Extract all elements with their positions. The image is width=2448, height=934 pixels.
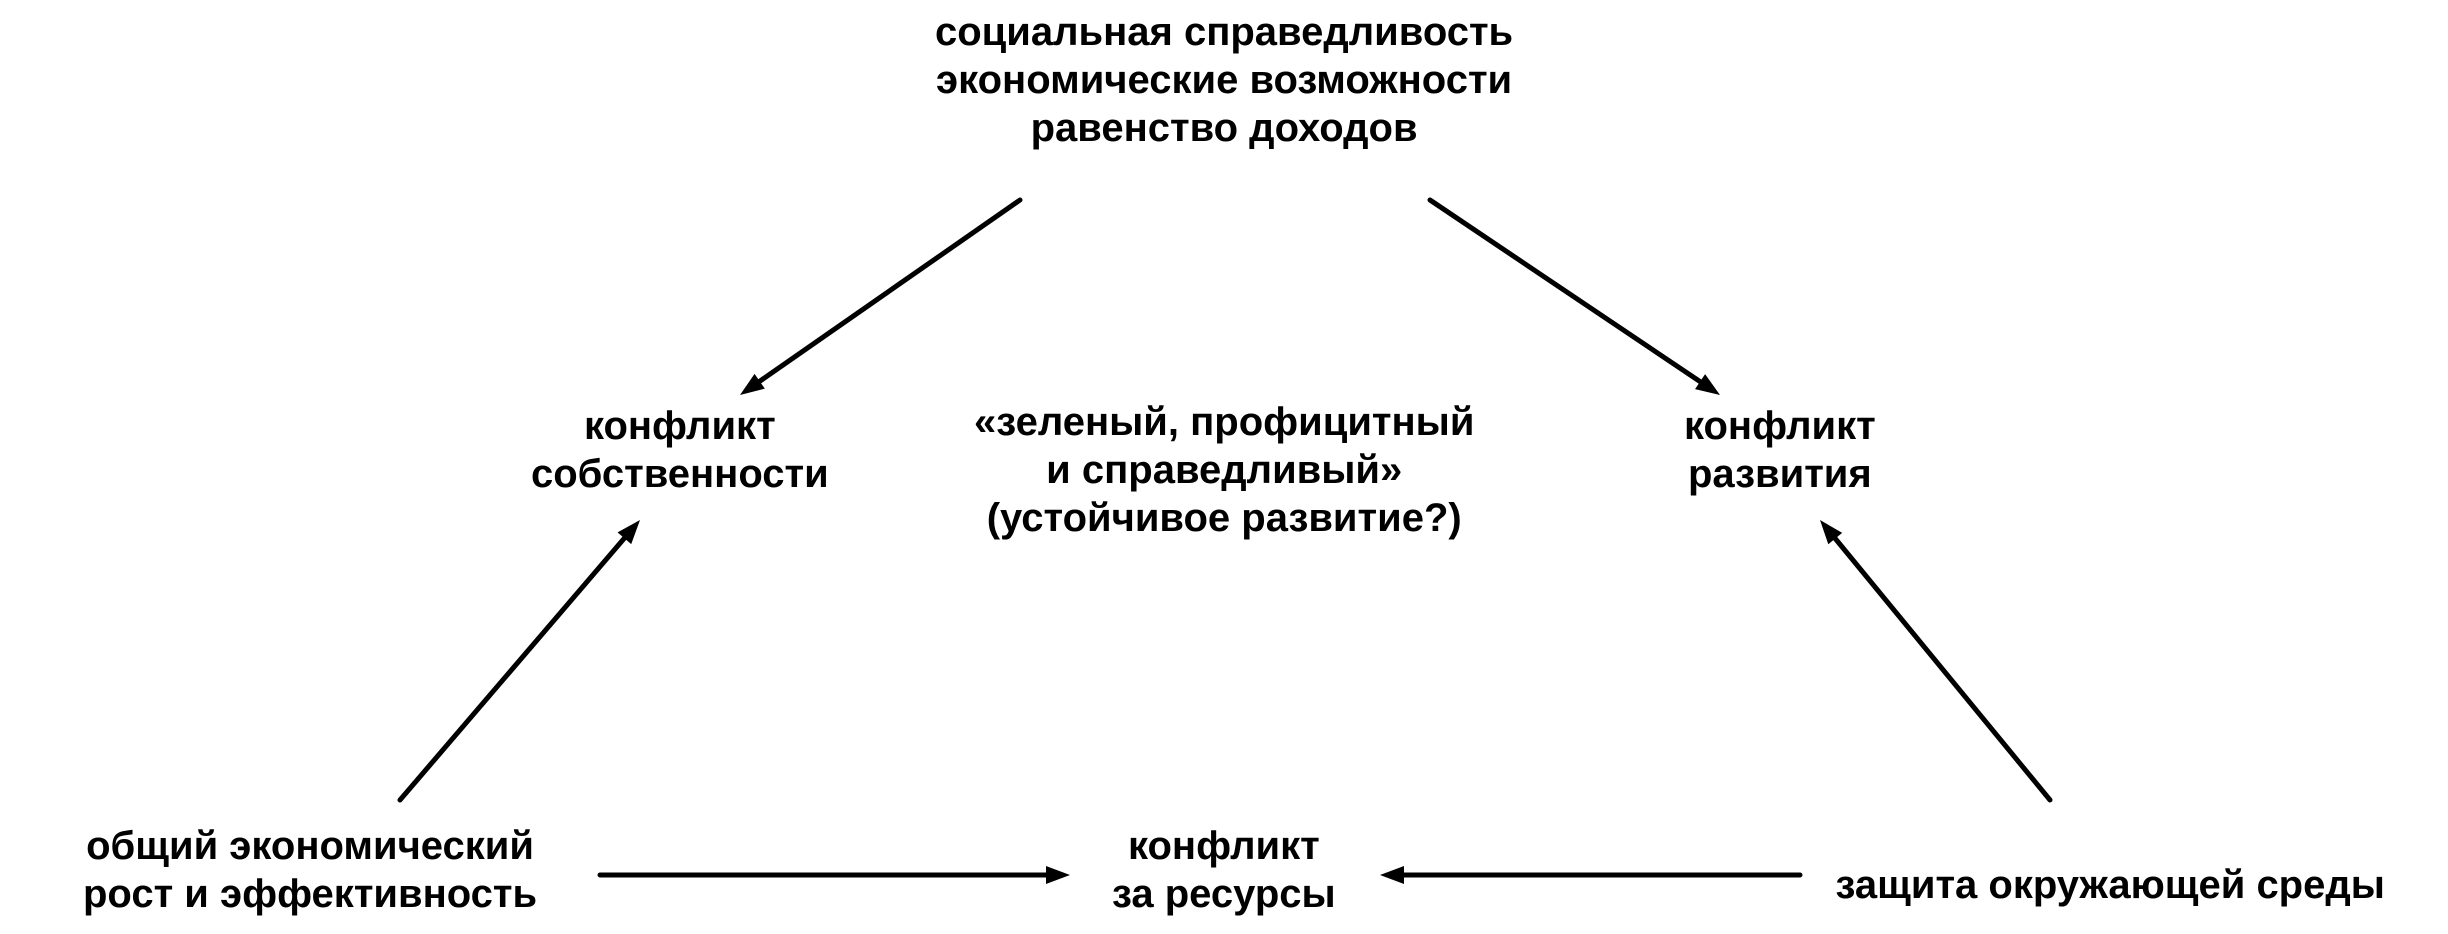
node-center: «зеленый, профицитный и справедливый» (у… <box>974 398 1474 542</box>
node-bottom-right: защита окружающей среды <box>1836 861 2385 909</box>
node-right-mid: конфликт развития <box>1684 402 1876 498</box>
node-bottom-center: конфликт за ресурсы <box>1112 822 1336 918</box>
node-left-mid: конфликт собственности <box>531 402 829 498</box>
node-top: социальная справедливость экономические … <box>935 8 1513 152</box>
node-bottom-left: общий экономический рост и эффективность <box>83 822 537 918</box>
diagram-canvas: социальная справедливость экономические … <box>0 0 2448 934</box>
